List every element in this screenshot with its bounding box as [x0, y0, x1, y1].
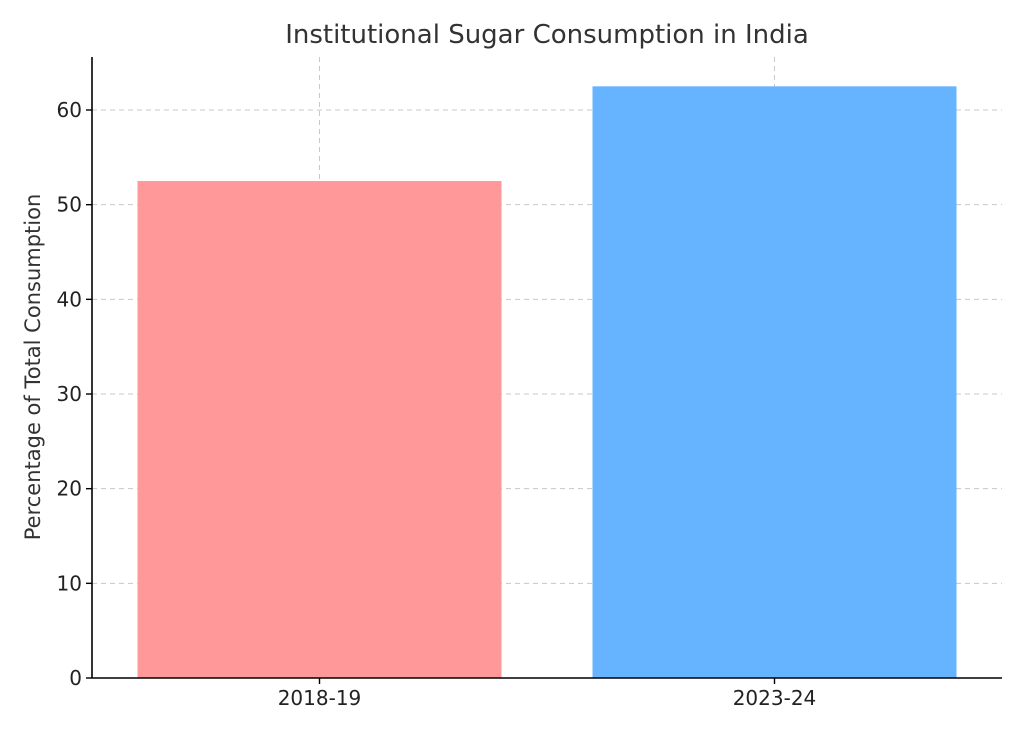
y-tick-label: 40 — [57, 287, 82, 311]
y-axis-label: Percentage of Total Consumption — [21, 194, 45, 541]
y-tick-label: 20 — [57, 477, 82, 501]
bar-2018-19 — [137, 181, 502, 678]
x-tick-label-2018-19: 2018-19 — [278, 686, 362, 710]
axes — [91, 57, 1002, 679]
y-tick-label: 10 — [57, 571, 82, 595]
y-tick-label: 60 — [57, 98, 82, 122]
y-tick-label: 50 — [57, 193, 82, 217]
bars — [137, 86, 957, 678]
x-tick-label-2023-24: 2023-24 — [733, 686, 817, 710]
bar-2023-24 — [592, 86, 957, 678]
y-tick-label: 30 — [57, 382, 82, 406]
x-ticks: 2018-19 2023-24 — [278, 678, 817, 710]
chart-title: Institutional Sugar Consumption in India — [285, 20, 809, 50]
y-ticks: 0 10 20 30 40 50 60 — [57, 98, 92, 690]
y-tick-label: 0 — [69, 666, 82, 690]
